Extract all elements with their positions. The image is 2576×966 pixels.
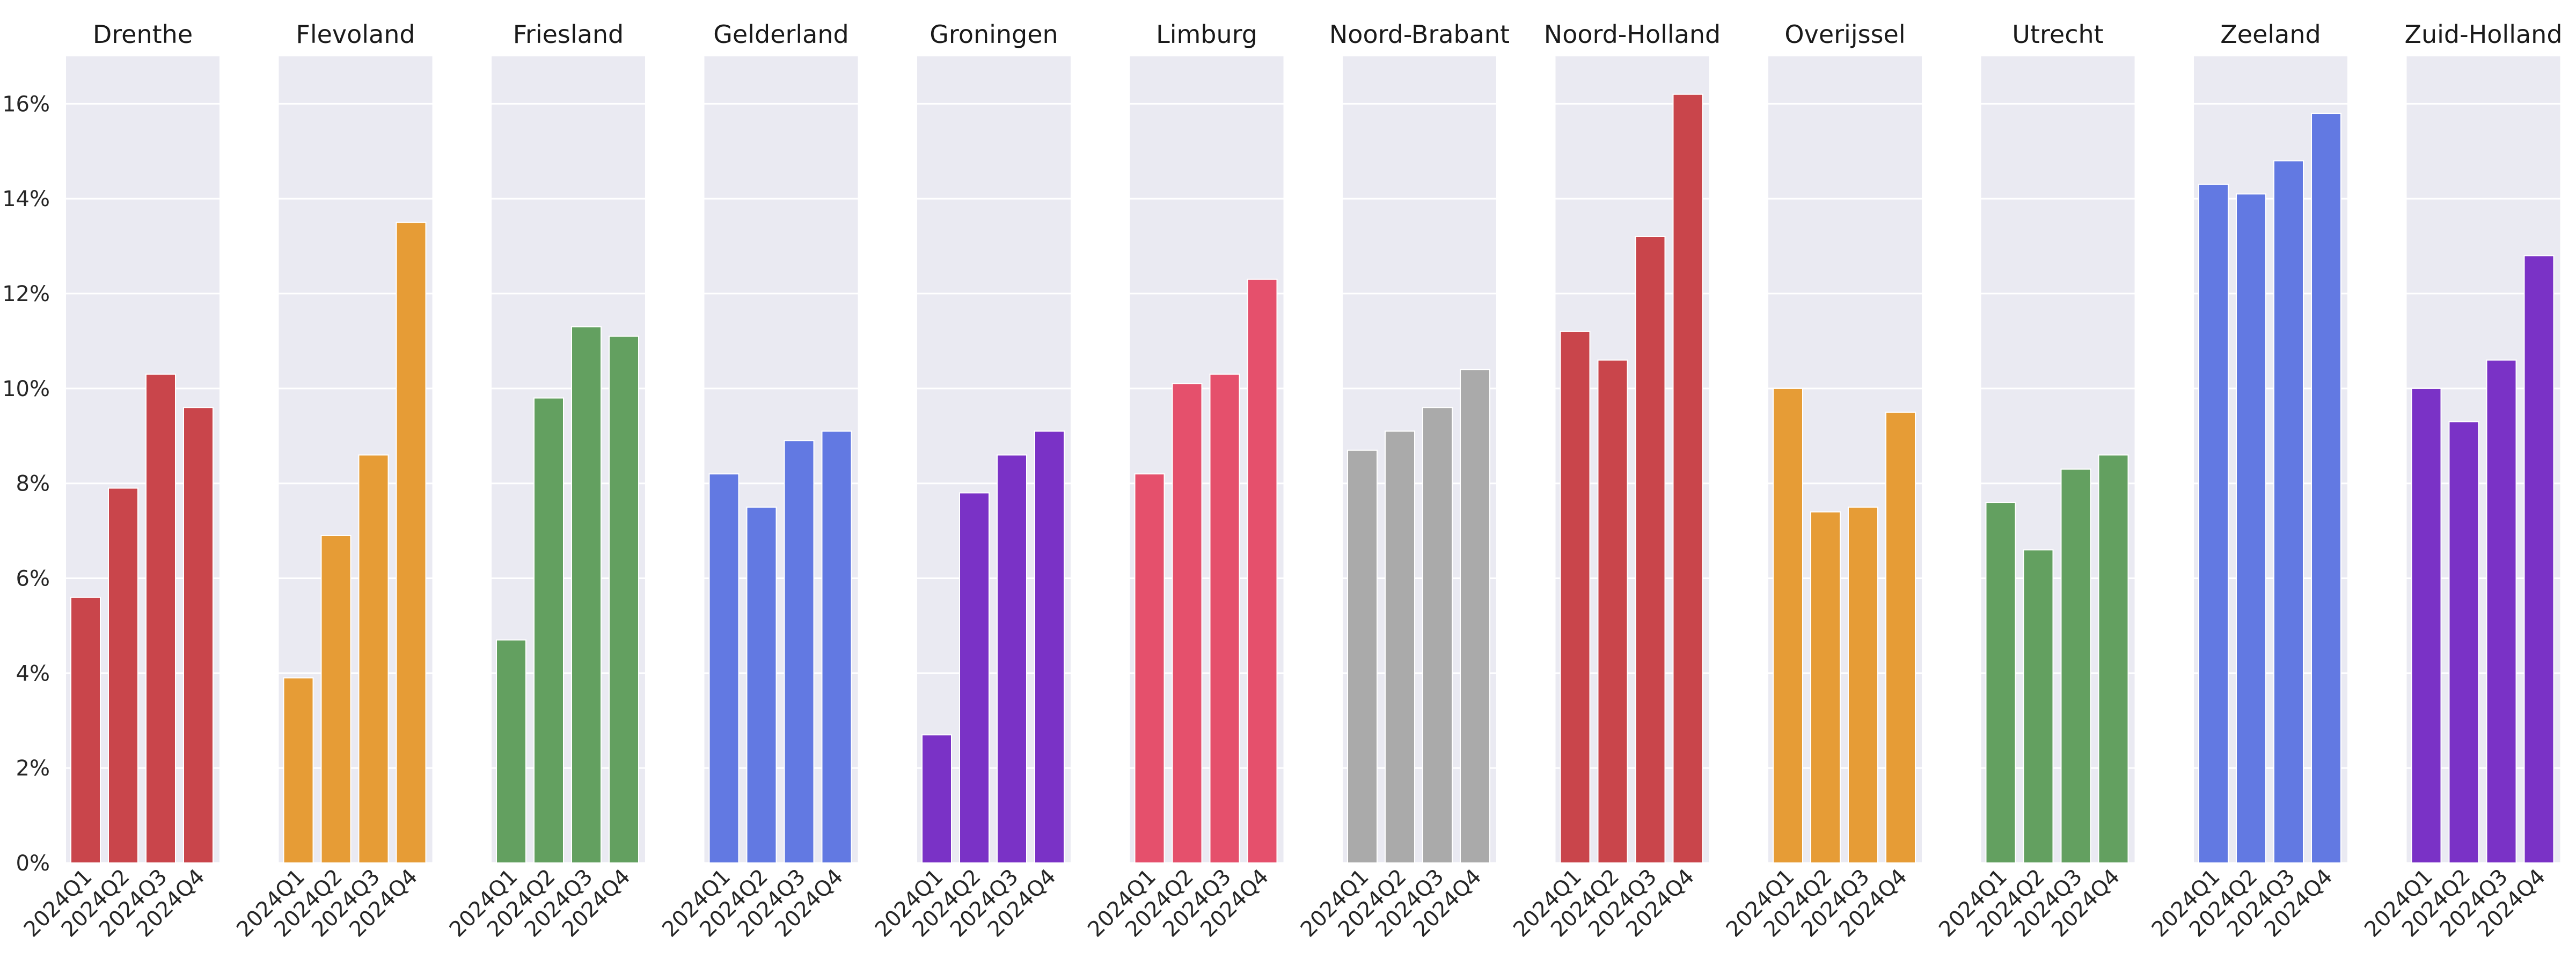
bar <box>2198 184 2229 863</box>
bar <box>70 596 101 864</box>
bar <box>1134 473 1165 863</box>
bar <box>1172 383 1203 863</box>
y-tick-label: 14% <box>2 187 50 211</box>
bar <box>183 407 214 863</box>
bar <box>2523 255 2555 863</box>
bar <box>496 639 526 864</box>
bar <box>921 734 952 863</box>
bar <box>1885 412 1916 863</box>
panel-title: Flevoland <box>296 20 415 49</box>
bar <box>746 506 777 863</box>
bar <box>821 430 852 863</box>
bar <box>108 487 138 863</box>
y-tick-label: 10% <box>2 377 50 401</box>
bar <box>358 454 389 863</box>
bar <box>1385 430 1415 863</box>
bar <box>2486 359 2517 863</box>
y-tick-label: 4% <box>16 661 50 686</box>
bar <box>1848 506 1878 863</box>
bar <box>1597 359 1628 863</box>
bar <box>1247 279 1278 863</box>
bar <box>997 454 1027 863</box>
bar <box>1635 236 1666 863</box>
bar <box>1810 511 1841 863</box>
panel-title: Noord-Holland <box>1544 20 1721 49</box>
bar <box>1560 331 1591 863</box>
panel-title: Noord-Brabant <box>1329 20 1510 49</box>
bar <box>1422 407 1453 863</box>
bar <box>2060 469 2091 863</box>
bar <box>2411 387 2442 863</box>
bar <box>1672 93 1703 864</box>
bar <box>2448 421 2479 863</box>
bar <box>708 473 740 863</box>
bar <box>784 440 815 863</box>
bar <box>2098 454 2129 863</box>
y-tick-label: 0% <box>16 851 50 876</box>
bar <box>145 374 176 863</box>
y-tick-label: 6% <box>16 567 50 591</box>
panel-title: Zuid-Holland <box>2404 20 2562 49</box>
panel-title: Overijssel <box>1784 20 1905 49</box>
bar <box>2311 113 2341 863</box>
bar <box>2023 549 2054 863</box>
bar <box>1985 502 2016 863</box>
panels-group: Drenthe2024Q12024Q22024Q32024Q4Flevoland… <box>2 20 2562 942</box>
panel-title: Utrecht <box>2012 20 2103 49</box>
panel-title: Groningen <box>930 20 1058 49</box>
y-tick-label: 2% <box>16 756 50 781</box>
bar <box>1773 387 1803 863</box>
panel-title: Zeeland <box>2220 20 2321 49</box>
panel-title: Limburg <box>1156 20 1257 49</box>
bar <box>1034 430 1065 863</box>
bar <box>2236 193 2266 863</box>
y-tick-label: 12% <box>2 282 50 306</box>
panel-title: Friesland <box>513 20 624 49</box>
y-tick-label: 8% <box>16 472 50 496</box>
panel-title: Drenthe <box>93 20 193 49</box>
bar <box>1209 374 1240 863</box>
bar <box>571 326 602 863</box>
y-tick-label: 16% <box>2 92 50 116</box>
bar <box>2273 160 2304 864</box>
bar <box>320 535 352 863</box>
bar <box>283 677 314 863</box>
y-axis: 0% 2% 4% 6% 8% 10% 12% 14% 16% <box>2 92 50 876</box>
bar <box>396 222 427 863</box>
bar <box>1460 369 1490 863</box>
bar <box>609 335 639 863</box>
bar <box>959 492 990 863</box>
bar <box>533 397 564 863</box>
panel-title: Gelderland <box>713 20 848 49</box>
bar <box>1347 449 1378 863</box>
